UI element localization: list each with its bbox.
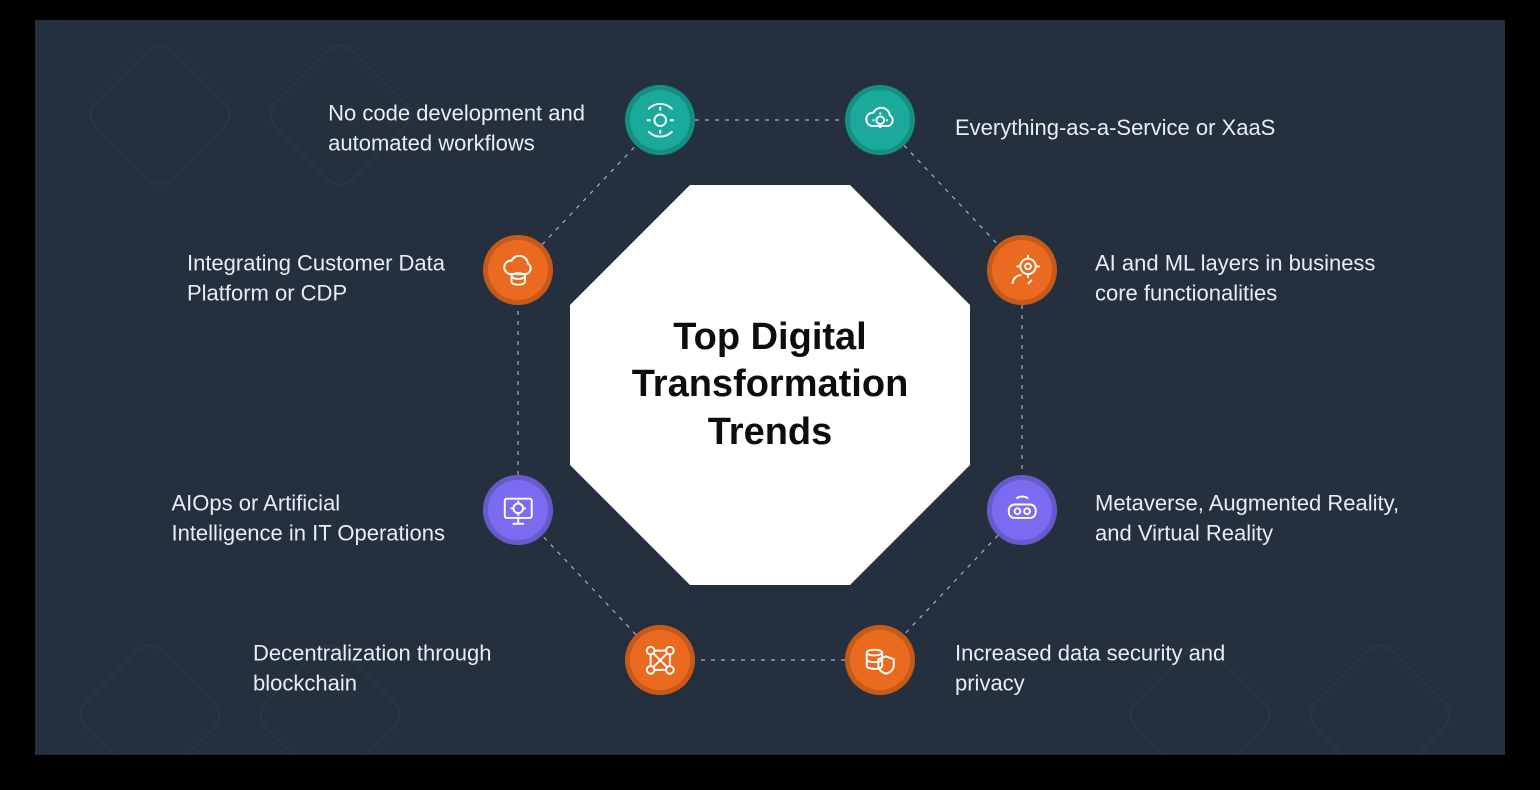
node-metaverse xyxy=(987,475,1057,545)
center-octagon: Top Digital Transformation Trends xyxy=(570,185,970,585)
image-frame: Top Digital Transformation Trends No cod… xyxy=(0,0,1540,790)
cloud-data-icon xyxy=(499,251,538,290)
decorative-diamond xyxy=(1302,637,1458,755)
decorative-diamond xyxy=(72,637,228,755)
ai-target-icon xyxy=(1003,251,1042,290)
vr-icon xyxy=(1003,491,1042,530)
node-security xyxy=(845,625,915,695)
label-cdp: Integrating Customer Data Platform or CD… xyxy=(187,248,473,307)
shield-db-icon xyxy=(861,641,900,680)
decorative-diamond xyxy=(82,37,238,193)
connector xyxy=(542,145,636,244)
center-title: Top Digital Transformation Trends xyxy=(632,314,909,457)
node-aiml xyxy=(987,235,1057,305)
gear-cycle-icon xyxy=(641,101,680,140)
connector xyxy=(904,145,998,244)
node-aiops xyxy=(483,475,553,545)
connector xyxy=(904,535,998,634)
label-nocode: No code development and automated workfl… xyxy=(328,98,613,157)
label-xaas: Everything-as-a-Service or XaaS xyxy=(927,113,1275,143)
cloud-gear-icon xyxy=(861,101,900,140)
label-aiops: AIOps or Artificial Intelligence in IT O… xyxy=(171,488,473,547)
label-aiml: AI and ML layers in business core functi… xyxy=(1067,248,1375,307)
label-blockchain: Decentralization through blockchain xyxy=(253,638,613,697)
nodes-icon xyxy=(641,641,680,680)
node-cdp xyxy=(483,235,553,305)
monitor-gear-icon xyxy=(499,491,538,530)
infographic-canvas: Top Digital Transformation Trends No cod… xyxy=(35,20,1505,755)
label-metaverse: Metaverse, Augmented Reality, and Virtua… xyxy=(1067,488,1399,547)
connector xyxy=(542,535,636,634)
node-blockchain xyxy=(625,625,695,695)
node-nocode xyxy=(625,85,695,155)
label-security: Increased data security and privacy xyxy=(927,638,1287,697)
node-xaas xyxy=(845,85,915,155)
